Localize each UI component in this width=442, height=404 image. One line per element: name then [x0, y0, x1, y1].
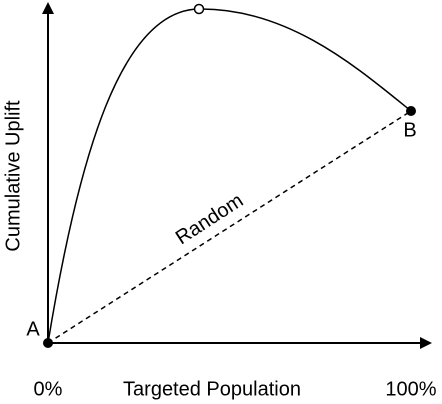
x-tick-label: 100% [385, 378, 436, 400]
random-line [47, 110, 412, 344]
point-label: B [403, 119, 416, 141]
x-axis-label: Targeted Population [123, 378, 301, 400]
point-b [406, 106, 416, 116]
y-axis-label: Cumulative Uplift [2, 100, 24, 252]
peak-point [193, 3, 205, 15]
x-tick-label: 0% [34, 378, 63, 400]
uplift-curve [47, 8, 412, 344]
point-label: A [26, 318, 40, 340]
point-a [43, 338, 53, 348]
